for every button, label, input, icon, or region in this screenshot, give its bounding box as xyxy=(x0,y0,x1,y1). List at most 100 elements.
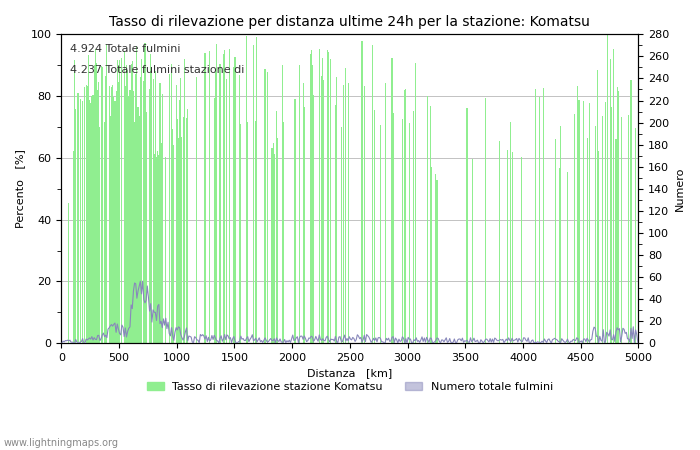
Bar xyxy=(485,98,486,343)
Bar xyxy=(68,203,69,343)
Bar xyxy=(176,119,178,343)
Bar xyxy=(302,83,304,343)
Bar xyxy=(94,65,95,343)
Bar xyxy=(272,143,274,343)
Bar xyxy=(318,49,320,343)
Bar xyxy=(578,99,580,343)
Bar xyxy=(139,116,140,343)
Bar xyxy=(108,86,110,343)
Bar xyxy=(133,90,134,343)
Bar xyxy=(132,61,133,343)
Bar xyxy=(589,104,590,343)
Bar xyxy=(151,69,153,343)
Bar xyxy=(179,100,180,343)
Bar xyxy=(341,126,342,343)
Bar xyxy=(327,50,328,343)
Text: www.lightningmaps.org: www.lightningmaps.org xyxy=(4,438,118,448)
Bar xyxy=(160,144,162,343)
Bar xyxy=(96,63,97,343)
Bar xyxy=(361,41,363,343)
Bar xyxy=(146,112,147,343)
Text: 4.237 Totale fulmini stazione di: 4.237 Totale fulmini stazione di xyxy=(70,65,244,75)
Bar xyxy=(414,63,416,343)
Bar xyxy=(149,89,150,343)
Bar xyxy=(112,85,113,343)
Bar xyxy=(216,44,217,343)
Bar xyxy=(98,82,99,343)
Bar xyxy=(154,154,155,343)
Bar xyxy=(567,172,568,343)
Bar xyxy=(134,122,135,343)
Bar xyxy=(542,88,544,343)
Bar xyxy=(82,101,83,343)
Bar xyxy=(229,49,230,343)
Bar xyxy=(155,71,156,343)
Bar xyxy=(560,126,561,343)
Bar xyxy=(321,76,322,343)
Bar xyxy=(214,99,215,343)
Bar xyxy=(535,89,536,343)
Bar xyxy=(131,64,132,343)
Bar xyxy=(435,174,436,343)
Bar xyxy=(90,103,91,343)
Bar xyxy=(510,122,512,343)
Bar xyxy=(559,168,560,343)
Bar xyxy=(128,96,130,343)
Bar xyxy=(499,141,500,343)
Bar xyxy=(137,107,139,343)
Bar xyxy=(169,75,170,343)
Bar xyxy=(172,129,173,343)
Bar xyxy=(87,86,88,343)
Bar xyxy=(466,108,468,343)
Bar xyxy=(635,128,636,343)
Bar xyxy=(587,138,588,343)
Bar xyxy=(274,153,275,343)
Bar xyxy=(234,57,236,343)
Bar xyxy=(127,70,128,343)
Bar xyxy=(89,100,90,343)
Bar xyxy=(186,118,187,343)
Bar xyxy=(157,151,158,343)
Bar xyxy=(323,80,324,343)
Bar xyxy=(204,53,206,343)
Bar xyxy=(101,66,102,343)
Bar xyxy=(322,58,323,343)
Bar xyxy=(240,124,241,343)
Y-axis label: Numero: Numero xyxy=(675,166,685,211)
Bar xyxy=(276,111,277,343)
Bar xyxy=(105,76,106,343)
Bar xyxy=(215,72,216,343)
Bar xyxy=(141,59,142,343)
Bar xyxy=(226,80,228,343)
Bar xyxy=(372,45,373,343)
Bar xyxy=(239,75,240,343)
Bar xyxy=(409,123,410,343)
Bar xyxy=(309,54,311,343)
Bar xyxy=(404,90,405,343)
Bar xyxy=(223,54,224,343)
Bar xyxy=(555,140,556,343)
Bar xyxy=(118,82,119,343)
Bar xyxy=(605,103,606,343)
Bar xyxy=(282,65,283,343)
Bar xyxy=(209,51,210,343)
X-axis label: Distanza   [km]: Distanza [km] xyxy=(307,369,393,378)
Bar xyxy=(183,58,185,343)
Bar xyxy=(124,51,125,343)
Bar xyxy=(85,85,87,343)
Bar xyxy=(348,83,349,343)
Bar xyxy=(111,87,112,343)
Bar xyxy=(611,107,612,343)
Bar xyxy=(114,101,116,343)
Bar xyxy=(110,116,111,343)
Bar xyxy=(92,95,94,343)
Bar xyxy=(119,60,120,343)
Bar xyxy=(94,49,96,343)
Bar xyxy=(135,74,136,343)
Bar xyxy=(283,122,284,343)
Bar xyxy=(437,180,438,343)
Bar xyxy=(246,36,247,343)
Bar xyxy=(140,77,141,343)
Bar xyxy=(380,125,381,343)
Bar xyxy=(117,60,118,343)
